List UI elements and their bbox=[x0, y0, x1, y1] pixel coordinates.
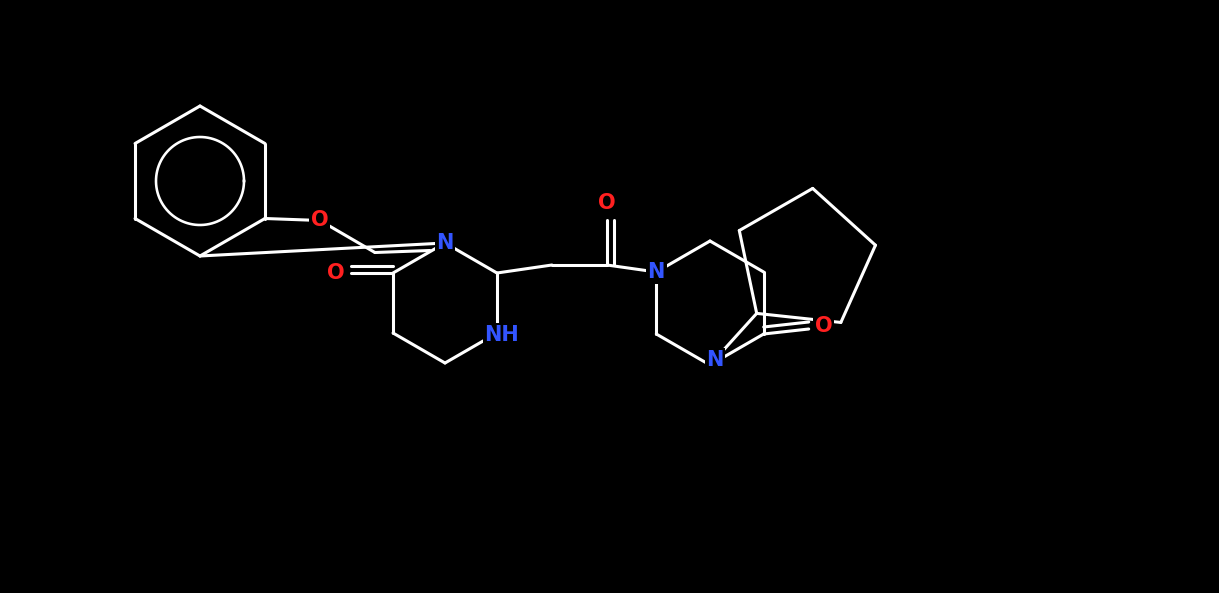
Text: N: N bbox=[647, 262, 666, 282]
Text: O: O bbox=[814, 316, 833, 336]
Text: N: N bbox=[436, 233, 453, 253]
Text: O: O bbox=[327, 263, 345, 283]
Text: N: N bbox=[706, 350, 724, 370]
Text: NH: NH bbox=[485, 325, 519, 345]
Text: O: O bbox=[599, 193, 616, 213]
Text: O: O bbox=[311, 211, 329, 231]
